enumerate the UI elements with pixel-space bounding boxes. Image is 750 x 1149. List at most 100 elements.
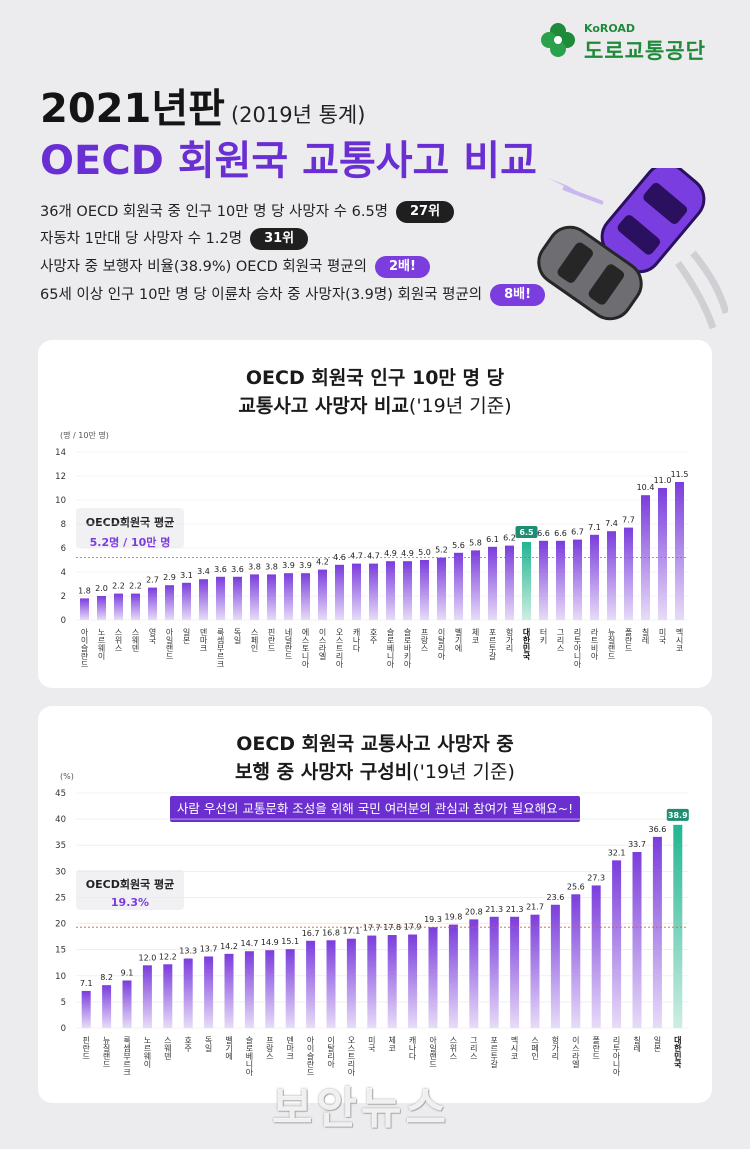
data-label: 7.7 [622, 516, 635, 525]
x-tick-label: 대한민국 [673, 1035, 682, 1069]
y-tick-label: 8 [61, 520, 66, 530]
highlight-value-badge [515, 526, 538, 538]
bar [632, 852, 642, 1028]
average-label: OECD회원국 평균 [85, 878, 175, 891]
x-tick-label: 덴마크 [199, 628, 208, 652]
x-tick-label: 아일랜드 [165, 627, 174, 660]
chart-title-suffix: ('19년 기준) [408, 395, 512, 417]
data-label: 23.6 [546, 893, 564, 902]
bar [675, 482, 684, 620]
x-tick-label: 캐나다 [352, 628, 361, 653]
bar [591, 885, 601, 1028]
x-tick-label: 이스라엘 [571, 1035, 580, 1068]
bar [233, 576, 242, 620]
fact-text: 36개 OECD 회원국 중 인구 10만 명 당 사망자 수 6.5명 [40, 204, 389, 220]
bar [469, 919, 479, 1028]
x-tick-label: 헝가리 [551, 1036, 560, 1061]
bar [148, 587, 157, 620]
x-tick-label: 영국 [148, 627, 157, 645]
y-tick-label: 25 [55, 893, 66, 903]
title-year: 2021년판 [40, 86, 225, 132]
data-label: 6.7 [571, 528, 584, 537]
x-tick-label: 스위스 [449, 1036, 458, 1060]
y-tick-label: 35 [55, 841, 66, 851]
x-tick-label: 호주 [369, 628, 378, 645]
data-label: 3.8 [248, 562, 261, 571]
y-tick-label: 4 [61, 568, 66, 578]
pedestrian-bar-chart: (%) 0 5 10 15 20 25 30 35 40 45 7.1 핀란드 8.2 뉴질랜드 9.1 룩셈부… [55, 772, 689, 1077]
data-label: 36.6 [648, 825, 666, 834]
data-label: 3.9 [282, 561, 295, 570]
x-tick-label: 스웨덴 [131, 628, 140, 652]
y-tick-label: 15 [55, 946, 66, 956]
bar [204, 956, 214, 1028]
bar [437, 557, 446, 620]
x-tick-label: 이스라엘 [318, 627, 327, 660]
data-label: 5.8 [469, 538, 482, 547]
y-tick-label: 20 [55, 920, 66, 930]
bar [448, 924, 458, 1028]
average-box: OECD회원국 평균 19.3% [76, 870, 184, 910]
y-axis-label: (%) [60, 772, 74, 781]
bar [318, 569, 327, 620]
bar [265, 950, 275, 1028]
highlight-value-badge [666, 808, 689, 821]
x-tick-label: 미국 [658, 628, 667, 645]
bar [488, 546, 497, 620]
bar [267, 574, 276, 620]
x-tick-label: 폴란드 [624, 628, 633, 652]
data-label: 7.4 [605, 519, 618, 528]
data-label: 4.2 [316, 558, 329, 567]
bar [556, 540, 565, 620]
rank-badge: 27위 [396, 201, 455, 223]
clover-logo-icon [541, 23, 575, 57]
bar [244, 951, 254, 1028]
bar [131, 593, 140, 620]
y-tick-label: 30 [55, 867, 66, 877]
fact-item: 자동차 1만대 당 사망자 수 1.2명 31위 [40, 227, 309, 251]
y-tick-label: 40 [55, 815, 66, 825]
bar [346, 938, 356, 1028]
bar [624, 527, 633, 620]
fatality-bar-chart: (명 / 10만 명) 0 2 4 6 8 10 12 14 1.8 아이슬란드 2.0 노르웨이 2.2… [55, 430, 689, 669]
y-tick-label: 0 [61, 616, 66, 626]
campaign-banner: 사람 우선의 교통문화 조성을 위해 국민 여러분의 관심과 참여가 필요해요~… [170, 796, 580, 822]
data-label: 7.1 [80, 979, 93, 988]
bar [306, 940, 316, 1028]
data-label: 12.0 [138, 953, 156, 962]
bar [612, 860, 622, 1028]
data-label: 21.3 [506, 905, 524, 914]
data-label: 11.5 [671, 470, 689, 479]
x-tick-label: 슬로베니아 [245, 1035, 254, 1077]
x-tick-label: 캐나다 [408, 1036, 417, 1061]
y-tick-label: 10 [55, 496, 66, 506]
x-tick-label: 그리스 [556, 628, 565, 652]
data-label: 19.8 [444, 913, 462, 922]
x-tick-label: 스웨덴 [163, 1036, 172, 1060]
bar [571, 894, 581, 1028]
data-label: 33.7 [628, 840, 646, 849]
logo-subtitle: KoROAD [584, 22, 636, 35]
data-label: 5.6 [452, 541, 465, 550]
average-value: 5.2명 / 10만 명 [89, 536, 171, 549]
data-label: 9.1 [121, 968, 134, 977]
data-label: 4.7 [350, 552, 363, 561]
x-tick-label: 리투아니아 [612, 1036, 621, 1077]
chart-title-suffix: ('19년 기준) [412, 761, 515, 783]
x-tick-label: 칠레 [641, 628, 650, 645]
y-tick-label: 2 [61, 592, 66, 602]
average-label: OECD회원국 평균 [85, 516, 175, 529]
bar [163, 964, 173, 1028]
data-label: 25.6 [567, 882, 585, 891]
fact-item: 36개 OECD 회원국 중 인구 10만 명 당 사망자 수 6.5명 27위 [40, 200, 455, 224]
bar [102, 985, 112, 1028]
x-tick-label: 일본 [182, 628, 191, 644]
x-tick-label: 터키 [539, 628, 548, 645]
chart-title-line2: 보행 중 사망자 구성비('19년 기준) [38, 758, 712, 786]
y-tick-label: 0 [61, 1024, 66, 1034]
bar [80, 598, 89, 620]
x-tick-label: 호주 [184, 1036, 193, 1053]
x-tick-label: 체코 [471, 627, 480, 644]
ratio-badge: 8배! [490, 284, 546, 306]
x-tick-label: 독일 [233, 628, 242, 644]
